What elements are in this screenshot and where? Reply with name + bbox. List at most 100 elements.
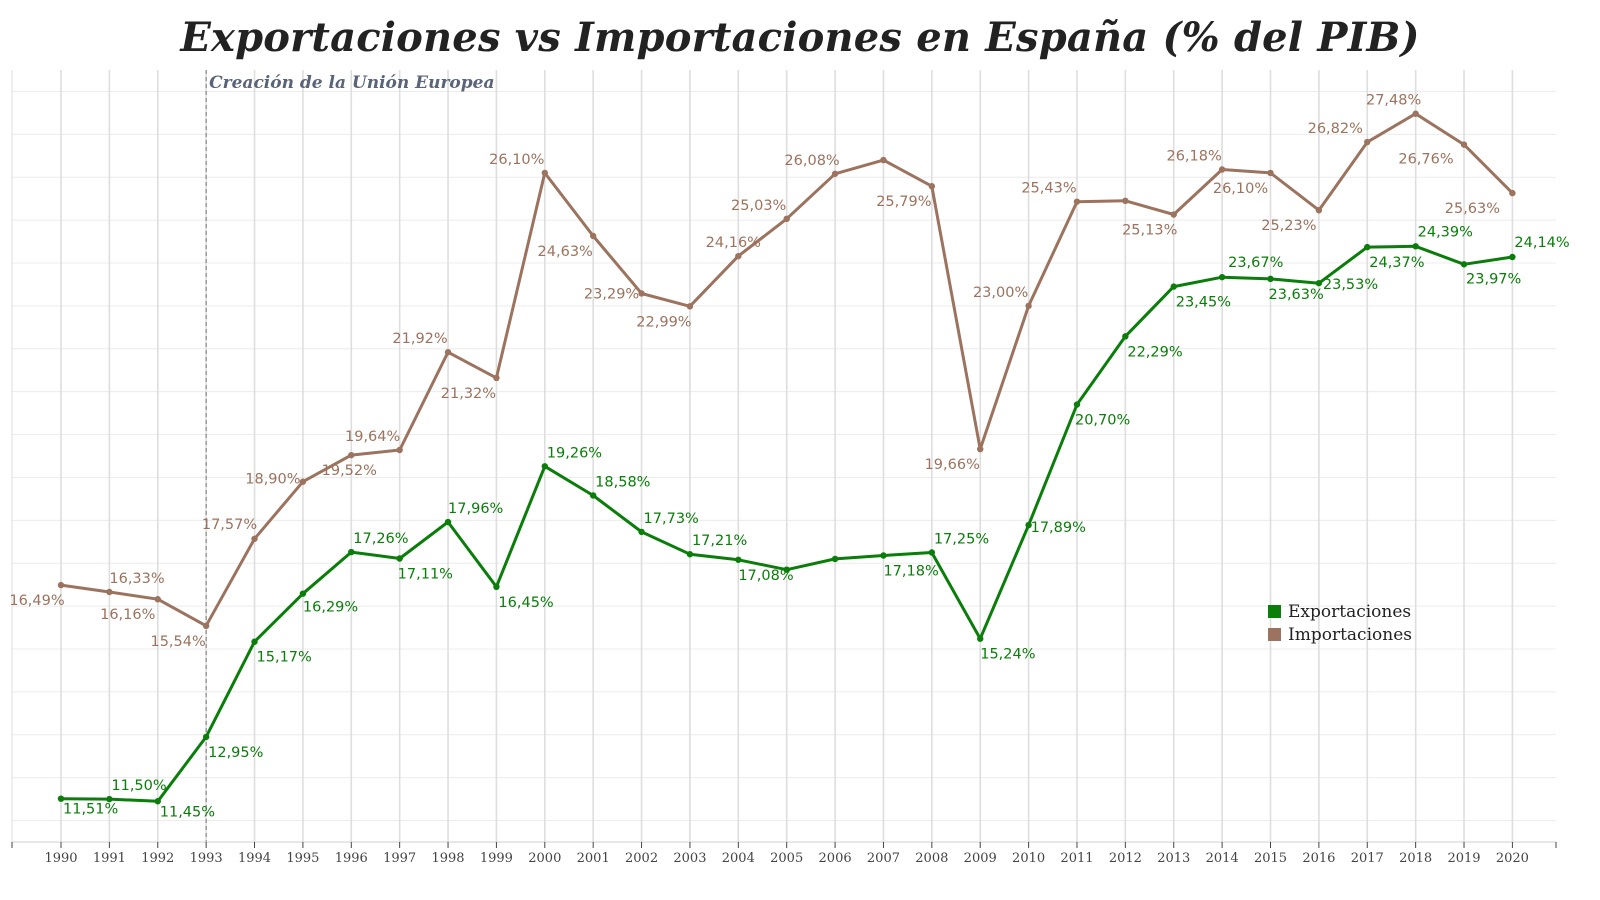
data-label-importaciones: 21,92% [392,331,447,347]
data-label-importaciones: 25,03% [731,198,786,214]
data-label-exportaciones: 17,26% [353,531,408,547]
data-label-exportaciones: 17,08% [738,568,793,584]
data-label-importaciones: 16,49% [9,593,64,609]
point-exportaciones [493,583,500,591]
point-exportaciones [1460,261,1468,268]
data-label-exportaciones: 24,14% [1514,235,1569,251]
data-label-exportaciones: 23,97% [1466,271,1521,287]
legend-label-exportaciones: Exportaciones [1288,602,1411,622]
data-label-exportaciones: 17,25% [934,532,989,548]
data-label-importaciones: 19,64% [345,429,400,445]
point-exportaciones [396,555,403,562]
data-label-importaciones: 27,48% [1366,93,1421,109]
data-label-importaciones: 25,43% [1021,181,1076,197]
data-label-exportaciones: 16,29% [303,600,358,616]
x-tick-label: 2016 [1302,851,1335,866]
x-tick-label: 1996 [335,851,368,866]
legend-swatch-exportaciones [1268,605,1281,618]
annotation-text: Creación de la Unión Europea [209,73,494,93]
point-exportaciones [589,492,597,499]
point-importaciones [1509,189,1516,197]
data-label-importaciones: 15,54% [150,634,205,650]
x-tick-label: 2010 [1012,851,1045,866]
point-importaciones [348,451,355,459]
data-label-importaciones: 16,33% [109,571,164,587]
point-importaciones [1315,207,1323,214]
point-exportaciones [251,638,258,645]
x-tick-label: 2006 [819,851,852,866]
annotation-layer: Creación de la Unión Europea [205,70,494,842]
point-importaciones [493,374,500,382]
point-importaciones [977,445,984,453]
x-tick-label: 2005 [770,851,803,866]
x-tick-label: 1994 [238,851,271,866]
data-label-importaciones: 24,63% [538,244,593,260]
point-importaciones [1460,141,1468,148]
data-label-exportaciones: 15,17% [257,650,312,666]
point-importaciones [735,252,742,260]
x-tick-label: 2020 [1496,851,1529,866]
point-importaciones [783,215,790,223]
point-importaciones [154,596,161,603]
point-importaciones [1073,198,1081,205]
data-label-exportaciones: 20,70% [1075,413,1130,429]
data-label-importaciones: 26,82% [1308,121,1363,137]
point-exportaciones [1412,243,1419,250]
point-importaciones [444,349,452,356]
point-importaciones [1267,169,1274,177]
point-exportaciones [977,635,984,642]
data-label-exportaciones: 15,24% [980,647,1035,663]
data-label-importaciones: 16,16% [100,607,155,623]
point-exportaciones [880,552,887,559]
x-tick-label: 2004 [722,851,755,866]
point-exportaciones [1509,253,1516,261]
legend-swatch-importaciones [1268,628,1281,641]
x-tick-label: 1999 [480,851,513,866]
x-tick-label: 1998 [431,851,464,866]
point-exportaciones [1122,333,1129,340]
grid-layer [11,70,1556,842]
label-layer: 11,51% 11,50% 11,45% 12,95% 15,17% 16,29% 17,2… [9,93,1569,821]
point-importaciones [1170,211,1177,218]
data-label-importaciones: 25,13% [1122,223,1177,239]
data-label-exportaciones: 16,45% [498,595,553,611]
point-exportaciones [783,566,790,573]
point-exportaciones [57,795,65,802]
point-exportaciones [1315,279,1323,287]
point-exportaciones [348,548,355,556]
data-label-exportaciones: 12,95% [208,745,263,761]
x-tick-label: 1995 [286,851,319,866]
x-tick-label: 2014 [1206,851,1239,866]
point-exportaciones [638,528,645,536]
point-exportaciones [686,551,694,558]
x-tick-label: 1991 [93,851,126,866]
point-importaciones [638,290,645,297]
data-label-exportaciones: 17,21% [692,533,747,549]
data-label-importaciones: 19,66% [925,457,980,473]
point-importaciones [541,169,548,177]
point-importaciones [251,535,258,542]
data-label-importaciones: 19,52% [322,463,377,479]
data-label-importaciones: 26,08% [784,153,839,169]
data-label-exportaciones: 11,50% [111,778,166,794]
point-importaciones [831,170,839,177]
x-axis: 1990 1991 1992 1993 1994 1995 1996 1997 1998 1999… [11,841,1557,866]
point-exportaciones [928,549,936,556]
point-importaciones [1218,166,1226,173]
x-tick-label: 2015 [1254,851,1287,866]
data-label-exportaciones: 17,89% [1031,520,1086,536]
data-label-importaciones: 17,57% [202,517,257,533]
point-exportaciones [299,590,307,597]
point-exportaciones [202,733,210,741]
point-importaciones [686,303,694,310]
point-exportaciones [1025,521,1032,529]
x-tick-label: 2008 [915,851,948,866]
point-exportaciones [1218,273,1226,281]
data-label-importaciones: 18,90% [245,472,300,488]
data-label-exportaciones: 23,45% [1176,295,1231,311]
data-label-importaciones: 26,10% [489,152,544,168]
point-importaciones [202,622,210,630]
point-importaciones [1364,138,1371,146]
point-importaciones [1412,110,1419,117]
